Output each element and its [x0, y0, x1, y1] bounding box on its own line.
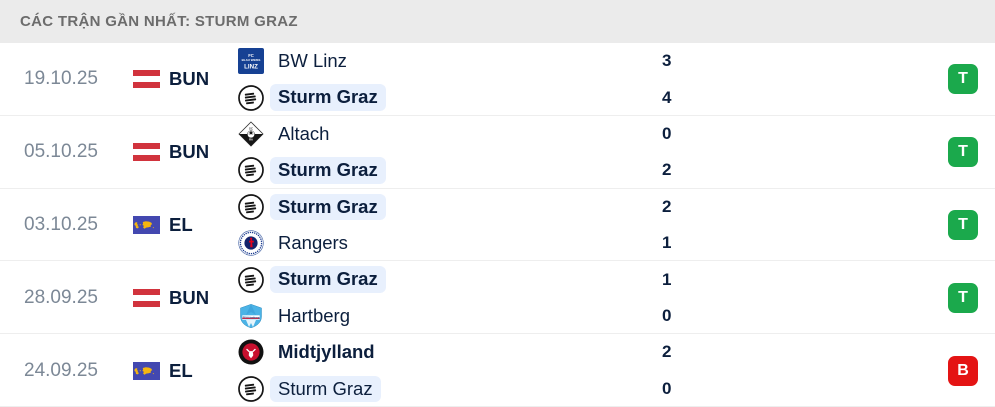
svg-text:LINZ: LINZ: [244, 64, 258, 71]
svg-text:BLAU WEISS: BLAU WEISS: [242, 58, 261, 62]
svg-text:RA: RA: [249, 138, 253, 142]
svg-text:TSV Hartberg: TSV Hartberg: [243, 315, 260, 319]
